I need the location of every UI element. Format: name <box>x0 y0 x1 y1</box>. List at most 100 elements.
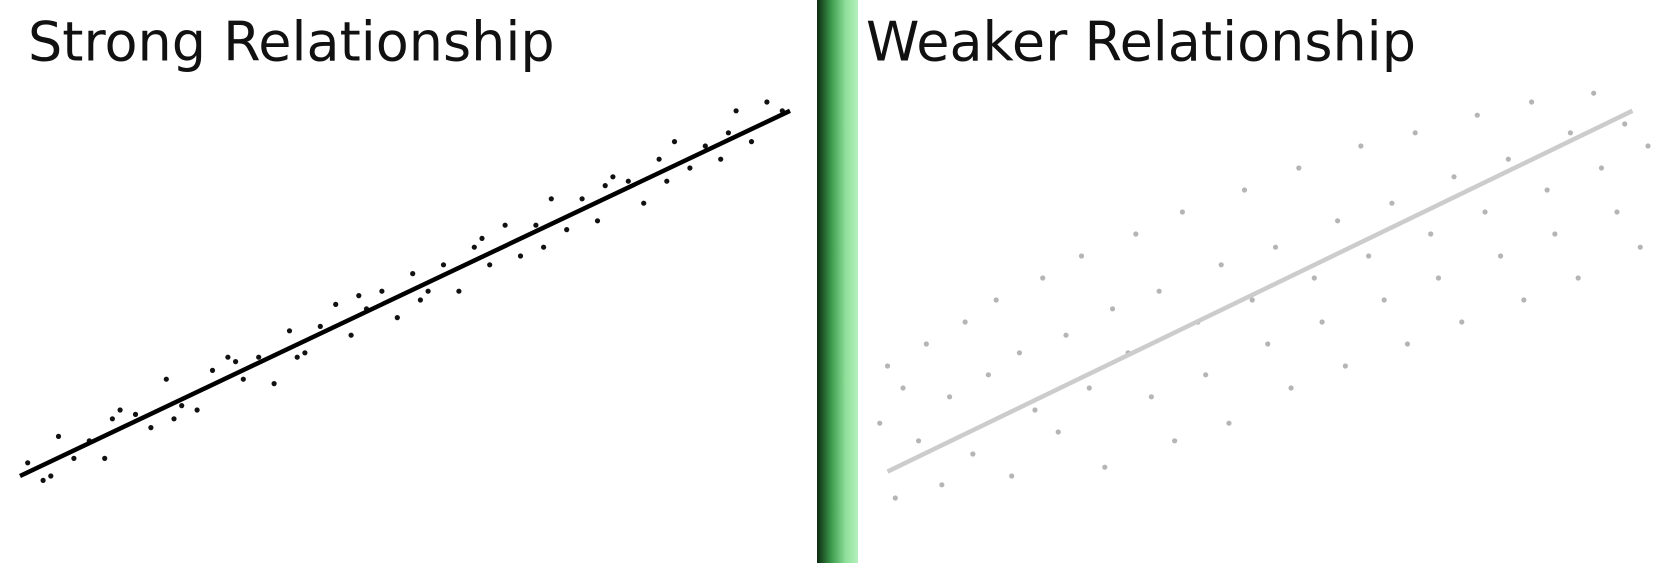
point <box>102 455 108 461</box>
point <box>985 372 992 378</box>
point <box>1226 420 1232 426</box>
point <box>1451 174 1457 180</box>
point <box>1544 187 1550 193</box>
point <box>1435 275 1442 281</box>
point <box>440 262 447 268</box>
point <box>1133 231 1139 237</box>
point <box>1366 253 1372 259</box>
point <box>641 200 647 206</box>
point <box>487 262 493 268</box>
point <box>1109 306 1116 312</box>
point <box>718 156 724 162</box>
point <box>394 315 400 321</box>
point <box>209 367 216 373</box>
point <box>1482 209 1488 215</box>
point <box>1311 275 1317 281</box>
point <box>1567 130 1573 136</box>
point <box>1009 473 1015 479</box>
point <box>1063 332 1069 338</box>
point <box>240 376 246 382</box>
point <box>970 451 976 457</box>
point <box>671 139 678 145</box>
point <box>1288 385 1294 391</box>
point <box>533 222 539 228</box>
point <box>602 183 608 189</box>
point <box>71 455 77 461</box>
point <box>348 332 354 338</box>
point <box>1319 319 1325 325</box>
point <box>1497 253 1504 259</box>
point <box>725 130 732 136</box>
point <box>702 143 708 149</box>
chart-title: Weaker Relationship <box>866 11 1416 74</box>
point <box>1055 429 1061 435</box>
point <box>1598 165 1605 171</box>
point <box>1622 121 1628 127</box>
point <box>1156 288 1162 294</box>
point <box>1474 112 1480 118</box>
point <box>900 385 906 391</box>
point <box>877 420 883 426</box>
point <box>171 416 177 422</box>
point <box>179 403 185 409</box>
point <box>294 354 300 360</box>
point <box>117 407 123 413</box>
point <box>1381 297 1387 303</box>
point <box>286 328 293 334</box>
point <box>1179 209 1185 215</box>
point <box>333 301 339 307</box>
divider <box>817 0 858 563</box>
point <box>132 411 139 417</box>
point <box>1552 231 1558 237</box>
point <box>610 174 616 180</box>
point <box>317 323 323 329</box>
point <box>517 253 524 259</box>
point <box>40 477 46 483</box>
point <box>1016 350 1023 356</box>
point <box>1404 341 1411 347</box>
point <box>1459 319 1465 325</box>
point <box>1203 372 1209 378</box>
point <box>733 108 739 114</box>
point <box>109 416 115 422</box>
point <box>1241 187 1248 193</box>
point <box>1172 438 1178 444</box>
point <box>1272 244 1279 250</box>
point <box>1614 209 1620 215</box>
point <box>1412 130 1418 136</box>
point <box>1086 385 1092 391</box>
point <box>194 407 200 413</box>
point <box>548 196 554 202</box>
point <box>225 354 231 360</box>
point <box>456 288 462 294</box>
trend-line <box>19 108 791 479</box>
point <box>1040 275 1046 281</box>
point <box>1428 231 1434 237</box>
point <box>923 341 929 347</box>
point <box>1102 464 1108 470</box>
point <box>502 222 508 228</box>
point <box>884 363 891 369</box>
point <box>625 178 631 184</box>
point <box>471 244 477 250</box>
point <box>1645 143 1651 149</box>
point <box>25 460 31 466</box>
point <box>1335 218 1341 224</box>
point <box>163 376 169 382</box>
point <box>1078 253 1085 259</box>
point <box>962 319 968 325</box>
point <box>579 196 585 202</box>
point <box>1575 275 1581 281</box>
point <box>233 359 239 365</box>
point <box>479 235 485 241</box>
point <box>410 271 416 277</box>
point <box>892 495 898 501</box>
point <box>148 425 154 431</box>
point <box>541 244 547 250</box>
point <box>256 354 262 360</box>
point <box>48 473 54 479</box>
point <box>1529 99 1535 105</box>
point <box>1032 407 1038 413</box>
point <box>1521 297 1527 303</box>
